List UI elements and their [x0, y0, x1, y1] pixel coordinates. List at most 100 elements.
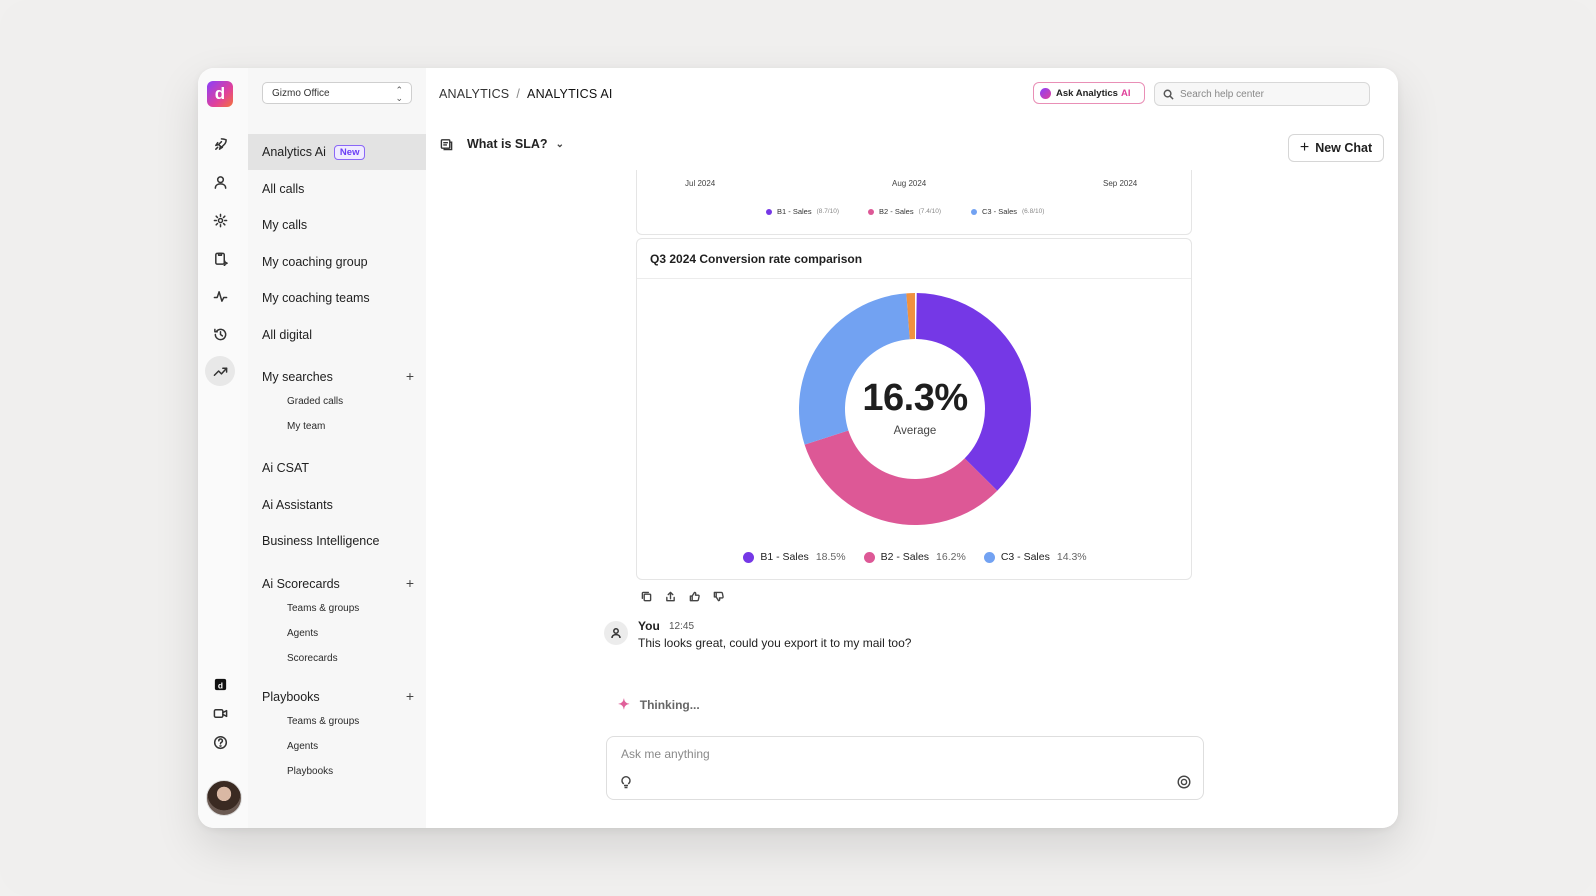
thumbs-up-icon[interactable] [689, 589, 713, 603]
thinking-indicator: ✦ Thinking... [618, 696, 700, 713]
legend-swatch [868, 208, 874, 215]
sidebar-item-business-intelligence[interactable]: Business Intelligence [248, 523, 426, 559]
sidebar-subitem-playbooks[interactable]: Playbooks [287, 766, 334, 777]
clipboard-sparkle-icon[interactable] [209, 247, 231, 269]
brand-icon[interactable]: d [209, 673, 231, 695]
chevron-updown-icon: ⌃ ⌄ [395, 85, 403, 103]
thumbs-down-icon[interactable] [713, 589, 737, 603]
sparkle-icon [1040, 87, 1051, 99]
add-playbook-plus-icon[interactable]: + [405, 688, 414, 704]
record-icon[interactable] [1177, 775, 1191, 789]
sidebar-item-my-coaching-group[interactable]: My coaching group [248, 244, 426, 280]
sidebar-item-all-calls[interactable]: All calls [248, 171, 426, 207]
donut-slice-other [906, 293, 915, 340]
chat-content: Jul 2024 Aug 2024 Sep 2024 B1 - Sales (8.… [426, 170, 1398, 828]
new-chat-label: New Chat [1315, 141, 1373, 155]
sidebar-group-my-searches[interactable]: My searches + [248, 365, 426, 389]
sidebar-subitem-teams-groups[interactable]: Teams & groups [287, 603, 360, 614]
user-avatar[interactable] [206, 780, 242, 816]
legend-name: B1 - Sales [777, 207, 812, 216]
sidebar-item-label: All digital [262, 328, 313, 342]
sidebar-item-label: My coaching group [262, 255, 368, 269]
gear-icon[interactable] [209, 209, 231, 231]
sidebar-subitem-scorecards[interactable]: Scorecards [287, 653, 338, 664]
sidebar-group-ai-scorecards[interactable]: Ai Scorecards + [248, 572, 426, 596]
add-scorecard-plus-icon[interactable]: + [405, 575, 414, 591]
sidebar-item-all-digital[interactable]: All digital [248, 317, 426, 353]
sidebar-group-label: My searches [262, 370, 333, 384]
x-tick-label: Aug 2024 [892, 179, 927, 188]
legend-name: B2 - Sales [880, 551, 930, 563]
breadcrumb-parent[interactable]: ANALYTICS [439, 87, 510, 101]
thinking-label: Thinking... [639, 697, 700, 712]
prev-legend-item: B2 - Sales (7.4/10) [868, 207, 941, 216]
user-icon [611, 628, 621, 639]
x-tick-label: Sep 2024 [1103, 179, 1138, 188]
app-logo[interactable]: d [207, 81, 233, 107]
sidebar-subitem-graded-calls[interactable]: Graded calls [287, 396, 344, 407]
message-text: This looks great, could you export it to… [638, 636, 912, 650]
ask-button-suffix: AI [1120, 87, 1131, 99]
user-message-avatar [604, 621, 628, 645]
activity-icon[interactable] [209, 285, 231, 307]
app-window: d d [198, 68, 1398, 828]
chevron-down-icon: ⌄ [555, 138, 564, 150]
plus-icon: + [1299, 139, 1310, 156]
copy-icon[interactable] [641, 589, 665, 603]
chat-title: What is SLA? [467, 137, 548, 151]
sidebar-subitem-agents[interactable]: Agents [287, 741, 319, 752]
chat-input[interactable] [619, 746, 1143, 762]
message-actions [641, 589, 737, 603]
message-time: 12:45 [669, 621, 695, 632]
search-icon [1163, 89, 1174, 100]
help-search[interactable]: Search help center [1154, 82, 1370, 106]
prev-legend-item: B1 - Sales (8.7/10) [766, 207, 839, 216]
chat-history-icon [440, 138, 453, 150]
sidebar-item-my-coaching-teams[interactable]: My coaching teams [248, 280, 426, 316]
sidebar-item-ai-csat[interactable]: Ai CSAT [248, 450, 426, 486]
previous-chart-card: Jul 2024 Aug 2024 Sep 2024 B1 - Sales (8.… [636, 170, 1192, 235]
sidebar-group-playbooks[interactable]: Playbooks + [248, 685, 426, 709]
breadcrumb-current: ANALYTICS AI [527, 87, 613, 101]
help-icon[interactable] [209, 731, 231, 753]
sidebar-subitem-teams-groups[interactable]: Teams & groups [287, 716, 360, 727]
sidebar-item-label: My coaching teams [262, 291, 370, 305]
history-icon[interactable] [209, 323, 231, 345]
legend-item-b1: B1 - Sales 18.5% [743, 551, 846, 563]
sidebar-item-label: Ai CSAT [262, 461, 309, 475]
lightbulb-icon[interactable] [619, 775, 633, 789]
user-icon[interactable] [209, 171, 231, 193]
legend-name: B2 - Sales [879, 207, 914, 216]
breadcrumb: ANALYTICS / ANALYTICS AI [439, 87, 613, 101]
x-tick-label: Jul 2024 [685, 179, 716, 188]
ask-analytics-ai-button[interactable]: Ask Analytics AI [1033, 82, 1145, 104]
video-icon[interactable] [209, 702, 231, 724]
org-select[interactable]: Gizmo Office ⌃ ⌄ [262, 82, 412, 104]
legend-swatch [983, 551, 995, 563]
chat-title-dropdown[interactable]: What is SLA? ⌄ [440, 137, 564, 151]
donut-chart [799, 293, 1031, 525]
sidebar-subitem-agents[interactable]: Agents [287, 628, 319, 639]
chart-legend: B1 - Sales 18.5% B2 - Sales 16.2% C3 - S… [637, 551, 1193, 563]
sidebar-item-analytics-ai[interactable]: Analytics Ai New [248, 134, 426, 170]
chart-title: Q3 2024 Conversion rate comparison [637, 239, 1191, 279]
new-chat-button[interactable]: + New Chat [1288, 134, 1384, 162]
share-icon[interactable] [665, 589, 689, 603]
legend-score: (6.8/10) [1022, 208, 1045, 215]
legend-score: (8.7/10) [816, 208, 840, 215]
trending-up-icon[interactable] [205, 356, 235, 386]
donut-chart-card: Q3 2024 Conversion rate comparison 16.3%… [636, 238, 1192, 580]
sidebar-item-label: My calls [262, 218, 308, 232]
chat-composer [606, 736, 1204, 800]
sidebar-item-ai-assistants[interactable]: Ai Assistants [248, 487, 426, 523]
rocket-icon[interactable] [209, 133, 231, 155]
sidebar-item-label: All calls [262, 182, 305, 196]
legend-name: B1 - Sales [760, 551, 809, 563]
add-search-plus-icon[interactable]: + [405, 368, 414, 384]
new-badge: New [333, 144, 366, 160]
donut-slice-b2-sales [804, 430, 998, 525]
search-placeholder: Search help center [1180, 88, 1264, 100]
sidebar-item-label: Business Intelligence [262, 534, 380, 548]
sidebar-item-my-calls[interactable]: My calls [248, 207, 426, 243]
sidebar-subitem-my-team[interactable]: My team [287, 421, 326, 432]
